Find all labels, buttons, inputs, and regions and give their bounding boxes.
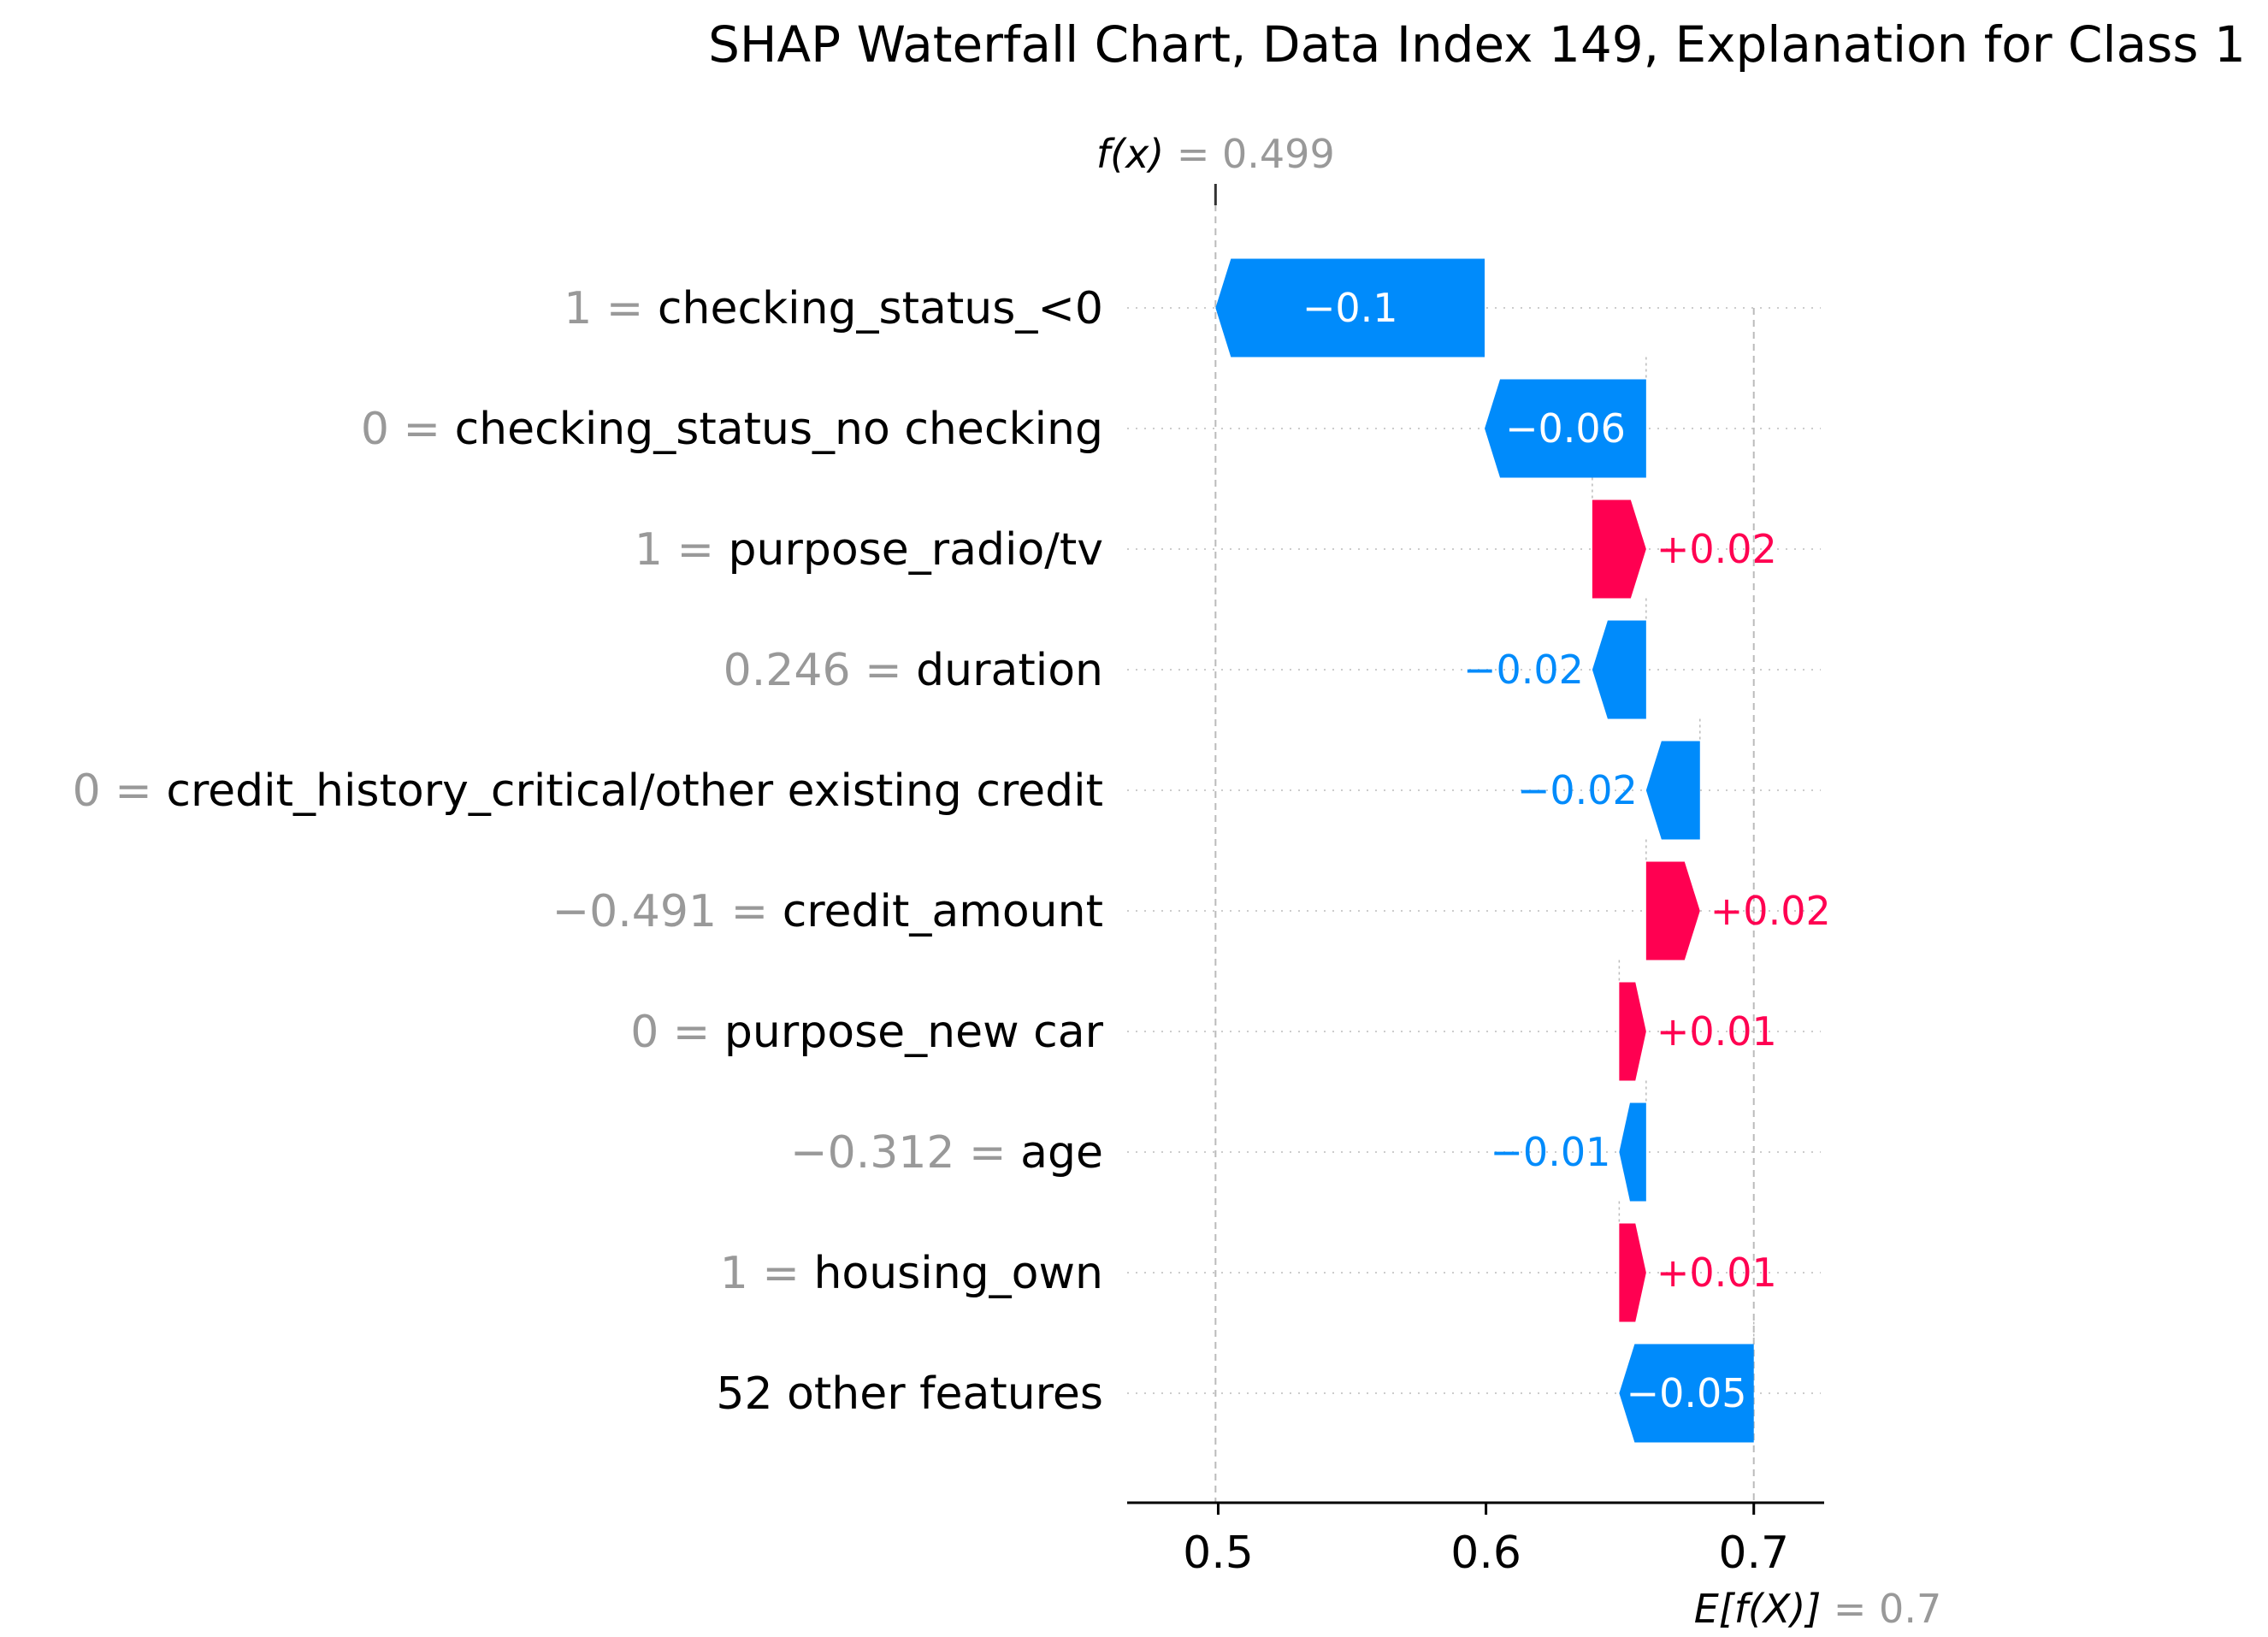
waterfall-bar [1619, 982, 1646, 1081]
feature-name: purpose_new car [724, 1007, 1104, 1058]
base-label: E[f(X)] [1694, 1586, 1822, 1632]
feature-value: 0 = [73, 765, 167, 817]
waterfall-bar [1592, 620, 1646, 719]
feature-label: 0 = purpose_new car [630, 1007, 1103, 1058]
feature-value: 0 = [630, 1007, 724, 1058]
feature-value: 1 = [564, 283, 658, 334]
feature-label: 0 = credit_history_critical/other existi… [73, 765, 1103, 817]
fx-value: = 0.499 [1164, 131, 1334, 177]
feature-value: 1 = [635, 524, 729, 576]
bar-value-label: +0.02 [1657, 526, 1777, 572]
chart-title: SHAP Waterfall Chart, Data Index 149, Ex… [708, 15, 2246, 74]
feature-name: housing_own [813, 1248, 1103, 1299]
fx-annotation: f(x) = 0.499 [1096, 131, 1335, 177]
waterfall-bar [1619, 1102, 1646, 1202]
bar-value-label: +0.02 [1710, 888, 1831, 934]
feature-name: duration [916, 645, 1103, 696]
bar-value-label: +0.01 [1657, 1250, 1777, 1296]
feature-name: credit_history_critical/other existing c… [166, 765, 1103, 817]
bar-value-label: +0.01 [1657, 1008, 1777, 1055]
feature-value: −0.491 = [552, 886, 783, 937]
feature-name: credit_amount [783, 886, 1103, 937]
feature-value: −0.312 = [790, 1127, 1020, 1179]
waterfall-bar [1619, 1344, 1754, 1443]
feature-label: 0 = checking_status_no checking [361, 404, 1103, 455]
waterfall-bar [1645, 861, 1700, 960]
bar-value-label: −0.1 [1302, 285, 1398, 331]
waterfall-bar [1619, 1223, 1646, 1322]
bar-layer [1215, 258, 1755, 1443]
bar-value-label: −0.05 [1627, 1370, 1747, 1416]
bar-value-label: −0.02 [1517, 767, 1638, 813]
label-layer: −0.1 1 = checking_status_<0 −0.06 0 = check… [73, 131, 1942, 1632]
feature-value: 0 = [361, 404, 455, 455]
x-tick-label: 0.7 [1718, 1528, 1789, 1579]
feature-value: 0.246 = [724, 645, 917, 696]
waterfall-bar [1592, 499, 1646, 599]
bar-value-label: −0.06 [1505, 405, 1626, 452]
feature-name: checking_status_no checking [455, 404, 1103, 455]
feature-name: 52 other features [716, 1368, 1103, 1420]
fx-label: f(x) [1096, 131, 1164, 177]
x-tick-label: 0.5 [1183, 1528, 1254, 1579]
x-axis: 0.5 0.6 0.7 [1127, 1501, 1824, 1579]
feature-name: purpose_radio/tv [729, 524, 1103, 576]
bar-value-label: −0.02 [1463, 647, 1584, 693]
feature-value: 1 = [720, 1248, 814, 1299]
grid-layer [1127, 184, 1821, 1503]
waterfall-bar [1485, 379, 1646, 478]
feature-label: 52 other features [716, 1368, 1103, 1420]
feature-name: checking_status_<0 [658, 283, 1103, 334]
feature-label: 1 = checking_status_<0 [564, 283, 1103, 334]
base-annotation: E[f(X)] = 0.7 [1694, 1586, 1942, 1632]
x-tick-label: 0.6 [1450, 1528, 1521, 1579]
feature-label: 1 = housing_own [720, 1248, 1103, 1299]
base-value: = 0.7 [1821, 1586, 1941, 1632]
bar-value-label: −0.01 [1490, 1129, 1610, 1175]
feature-name: age [1020, 1127, 1103, 1179]
feature-label: −0.312 = age [790, 1127, 1103, 1179]
feature-label: −0.491 = credit_amount [552, 886, 1103, 937]
waterfall-bar [1215, 258, 1485, 358]
waterfall-bar [1645, 741, 1700, 840]
feature-label: 1 = purpose_radio/tv [635, 524, 1103, 576]
feature-label: 0.246 = duration [724, 645, 1103, 696]
